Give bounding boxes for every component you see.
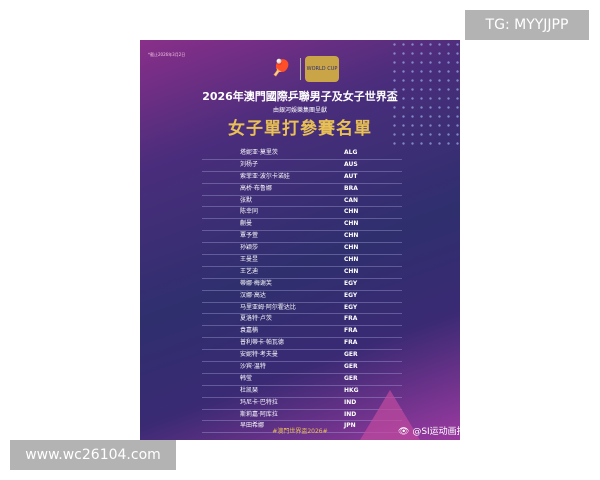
- country-code: GER: [344, 363, 358, 371]
- country-code: CHN: [344, 244, 359, 252]
- player-row: 韩莹 GER: [202, 374, 402, 386]
- country-code: IND: [344, 398, 357, 406]
- country-code: CAN: [344, 196, 359, 204]
- country-code: AUT: [344, 172, 358, 180]
- player-row: 高桥·布鲁娜 BRA: [202, 184, 402, 196]
- player-name: 孙颖莎: [240, 244, 259, 252]
- player-row: 马里亚姆·阿尔霍达比 EGY: [202, 303, 402, 315]
- country-code: CHN: [344, 208, 359, 216]
- player-row: 张默 CAN: [202, 196, 402, 208]
- poster-heading: 女子單打參賽名單: [228, 119, 372, 139]
- player-row: 蒯曼 CHN: [202, 219, 402, 232]
- player-row: 安妮特·考夫曼 GER: [202, 350, 402, 363]
- country-code: CHN: [344, 256, 359, 264]
- player-name: 汉娜·高达: [240, 291, 266, 299]
- player-name: 蒯曼: [240, 220, 253, 228]
- player-row: 袁嘉楠 FRA: [202, 326, 402, 339]
- player-name: 覃予萱: [240, 232, 259, 240]
- player-row: 索菲亚·波尔卡诺娃 AUT: [202, 172, 402, 184]
- player-name: 普利蒂卡·帕瓦德: [240, 339, 284, 347]
- logo-divider: [300, 58, 301, 80]
- world-cup-logo: WORLD CUP: [305, 56, 339, 82]
- player-list: 塔妮亚·莫里茨 ALG 刘杨子 AUS 索菲亚·波尔卡诺娃 AUT 高桥·布鲁娜 BRA 张默 C…: [202, 148, 402, 434]
- player-name: 王艺迪: [240, 267, 259, 275]
- country-code: FRA: [344, 315, 358, 323]
- country-code: ALG: [344, 149, 358, 156]
- roster-poster: *截止2026年3月2日 🏓 WORLD CUP 2026年澳門國際乒聯男子及女…: [140, 40, 460, 440]
- country-code: CHN: [344, 220, 359, 228]
- country-code: HKG: [344, 386, 359, 394]
- player-name: 夏洛特·卢茨: [240, 315, 272, 323]
- country-code: AUS: [344, 160, 358, 168]
- date-note: *截止2026年3月2日: [148, 52, 186, 57]
- player-row: 普利蒂卡·帕瓦德 FRA: [202, 338, 402, 351]
- player-name: 塔妮亚·莫里茨: [240, 149, 278, 156]
- player-name: 玛尼卡·巴特拉: [240, 398, 278, 406]
- player-name: 索菲亚·波尔卡诺娃: [240, 172, 290, 180]
- country-code: CHN: [344, 267, 359, 275]
- player-name: 斯莉嘉·阿库拉: [240, 410, 278, 418]
- country-code: GER: [344, 351, 358, 359]
- country-code: FRA: [344, 339, 358, 347]
- watermark-text: @SI运动画报: [412, 427, 466, 437]
- player-row: 王曼昱 CHN: [202, 255, 402, 267]
- player-name: 马里亚姆·阿尔霍达比: [240, 303, 296, 311]
- country-code: CHN: [344, 232, 359, 240]
- player-row: 塔妮亚·莫里茨 ALG: [202, 148, 402, 160]
- player-row: 早田希娜 JPN: [202, 421, 402, 434]
- player-row: 夏洛特·卢茨 FRA: [202, 314, 402, 327]
- site-label: www.wc26104.com: [10, 440, 176, 470]
- player-row: 沙宾·温特 GER: [202, 362, 402, 374]
- decorative-shape: [360, 390, 420, 440]
- country-code: JPN: [344, 422, 356, 430]
- country-code: IND: [344, 410, 357, 418]
- tg-label: TG: MYYJJPP: [465, 10, 589, 40]
- player-row: 汉娜·高达 EGY: [202, 291, 402, 303]
- player-row: 斯莉嘉·阿库拉 IND: [202, 410, 402, 422]
- country-code: EGY: [344, 291, 358, 299]
- player-row: 玛尼卡·巴特拉 IND: [202, 398, 402, 410]
- player-name: 高桥·布鲁娜: [240, 184, 272, 192]
- poster-title: 2026年澳門國際乒聯男子及女子世界盃: [202, 90, 398, 103]
- player-name: 王曼昱: [240, 256, 259, 264]
- poster-subtitle: 由銀河娛樂集團呈獻: [272, 107, 327, 114]
- player-row: 杜凯琹 HKG: [202, 386, 402, 398]
- player-row: 刘杨子 AUS: [202, 160, 402, 172]
- player-row: 蒂娜·梅谢芙 EGY: [202, 279, 402, 291]
- player-name: 张默: [240, 196, 253, 204]
- player-row: 王艺迪 CHN: [202, 267, 402, 279]
- country-code: EGY: [344, 303, 358, 311]
- weibo-icon: 👁: [398, 427, 410, 437]
- hashtag: #澳門世界盃2026#: [272, 428, 328, 435]
- player-name: 蒂娜·梅谢芙: [240, 279, 272, 287]
- weibo-watermark: 👁 @SI运动画报: [398, 424, 466, 437]
- player-name: 安妮特·考夫曼: [240, 351, 278, 359]
- player-row: 陈幸同 CHN: [202, 207, 402, 220]
- player-row: 孙颖莎 CHN: [202, 243, 402, 256]
- player-name: 袁嘉楠: [240, 327, 259, 335]
- player-row: 覃予萱 CHN: [202, 231, 402, 244]
- country-code: FRA: [344, 327, 358, 335]
- player-name: 韩莹: [240, 374, 253, 382]
- country-code: GER: [344, 374, 358, 382]
- player-name: 沙宾·温特: [240, 363, 266, 371]
- country-code: BRA: [344, 184, 358, 192]
- player-name: 刘杨子: [240, 160, 259, 168]
- player-name: 陈幸同: [240, 208, 259, 216]
- dot-pattern: [390, 40, 460, 150]
- ittf-logo-icon: 🏓: [271, 58, 291, 77]
- country-code: EGY: [344, 279, 358, 287]
- player-name: 杜凯琹: [240, 386, 259, 394]
- player-name: 早田希娜: [240, 422, 265, 430]
